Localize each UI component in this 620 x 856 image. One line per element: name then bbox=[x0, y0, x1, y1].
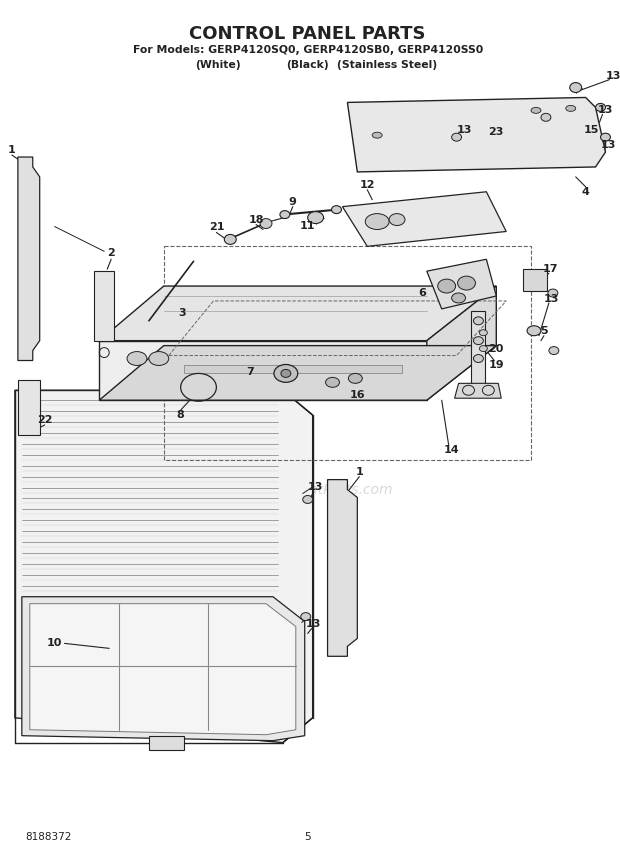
Polygon shape bbox=[367, 122, 588, 141]
Polygon shape bbox=[22, 597, 304, 740]
Text: 13: 13 bbox=[457, 125, 472, 135]
Polygon shape bbox=[427, 259, 496, 309]
Ellipse shape bbox=[224, 235, 236, 244]
Text: 7: 7 bbox=[246, 367, 254, 377]
Bar bbox=[523, 269, 547, 291]
Text: 5: 5 bbox=[540, 326, 547, 336]
Ellipse shape bbox=[479, 346, 487, 352]
Text: 4: 4 bbox=[582, 187, 590, 197]
Polygon shape bbox=[18, 157, 40, 360]
Ellipse shape bbox=[601, 134, 611, 141]
Ellipse shape bbox=[541, 113, 551, 122]
Ellipse shape bbox=[281, 370, 291, 377]
Ellipse shape bbox=[548, 289, 558, 297]
Ellipse shape bbox=[127, 352, 147, 366]
Text: 18: 18 bbox=[249, 215, 264, 224]
Text: 16: 16 bbox=[350, 390, 365, 401]
Text: 20: 20 bbox=[489, 343, 504, 354]
Polygon shape bbox=[30, 603, 296, 734]
Text: 3: 3 bbox=[178, 308, 185, 318]
Text: 13: 13 bbox=[308, 482, 323, 491]
Ellipse shape bbox=[308, 211, 324, 223]
Ellipse shape bbox=[389, 214, 405, 225]
Ellipse shape bbox=[474, 336, 484, 345]
Bar bbox=[18, 380, 40, 435]
Ellipse shape bbox=[365, 214, 389, 229]
Polygon shape bbox=[454, 383, 501, 398]
Text: 17: 17 bbox=[543, 265, 559, 274]
Polygon shape bbox=[427, 286, 496, 401]
Polygon shape bbox=[94, 271, 114, 341]
Polygon shape bbox=[327, 479, 357, 657]
Ellipse shape bbox=[474, 354, 484, 362]
Ellipse shape bbox=[438, 279, 456, 293]
Text: 13: 13 bbox=[601, 140, 616, 150]
Polygon shape bbox=[149, 735, 184, 750]
Ellipse shape bbox=[260, 218, 272, 229]
Text: 14: 14 bbox=[444, 445, 459, 455]
Text: 15: 15 bbox=[584, 125, 600, 135]
Ellipse shape bbox=[332, 205, 342, 214]
Ellipse shape bbox=[527, 326, 541, 336]
Text: 8: 8 bbox=[177, 410, 185, 420]
Text: 22: 22 bbox=[37, 415, 53, 425]
Text: 13: 13 bbox=[306, 619, 321, 628]
Polygon shape bbox=[99, 341, 427, 401]
Polygon shape bbox=[342, 192, 506, 247]
Ellipse shape bbox=[280, 211, 290, 218]
Text: CONTROL PANEL PARTS: CONTROL PANEL PARTS bbox=[190, 25, 426, 43]
Text: 13: 13 bbox=[598, 105, 613, 116]
Text: 2: 2 bbox=[107, 248, 115, 259]
Ellipse shape bbox=[566, 105, 576, 111]
Ellipse shape bbox=[149, 352, 169, 366]
Polygon shape bbox=[347, 98, 606, 172]
Polygon shape bbox=[99, 286, 496, 341]
Ellipse shape bbox=[372, 132, 382, 138]
Text: 5: 5 bbox=[304, 832, 311, 842]
Ellipse shape bbox=[301, 613, 311, 621]
Text: 12: 12 bbox=[360, 180, 375, 190]
Text: 1: 1 bbox=[355, 467, 363, 477]
Text: For Models: GERP4120SQ0, GERP4120SB0, GERP4120SS0: For Models: GERP4120SQ0, GERP4120SB0, GE… bbox=[133, 45, 483, 55]
Ellipse shape bbox=[451, 293, 466, 303]
Text: 1: 1 bbox=[8, 145, 16, 155]
Text: (Stainless Steel): (Stainless Steel) bbox=[337, 60, 437, 69]
Text: 19: 19 bbox=[489, 360, 504, 371]
Ellipse shape bbox=[474, 317, 484, 324]
Polygon shape bbox=[99, 346, 496, 401]
Ellipse shape bbox=[326, 377, 340, 387]
Text: 9: 9 bbox=[289, 197, 297, 206]
Ellipse shape bbox=[274, 365, 298, 383]
Text: eReplacementParts.com: eReplacementParts.com bbox=[223, 483, 392, 496]
Text: 11: 11 bbox=[300, 221, 316, 230]
Ellipse shape bbox=[570, 82, 582, 92]
Ellipse shape bbox=[531, 107, 541, 113]
Ellipse shape bbox=[451, 134, 461, 141]
Text: 23: 23 bbox=[489, 128, 504, 137]
Ellipse shape bbox=[303, 496, 312, 503]
Ellipse shape bbox=[549, 347, 559, 354]
Text: (Black): (Black) bbox=[286, 60, 329, 69]
Bar bbox=[471, 311, 485, 385]
Text: 6: 6 bbox=[418, 288, 426, 298]
Ellipse shape bbox=[479, 330, 487, 336]
Text: 8188372: 8188372 bbox=[25, 832, 71, 842]
Bar bbox=[184, 366, 402, 373]
Text: (White): (White) bbox=[195, 60, 241, 69]
Text: 13: 13 bbox=[606, 71, 620, 80]
Text: 21: 21 bbox=[209, 223, 224, 233]
Text: 13: 13 bbox=[543, 294, 559, 304]
Ellipse shape bbox=[458, 276, 476, 290]
Ellipse shape bbox=[596, 104, 606, 111]
Ellipse shape bbox=[348, 373, 362, 383]
Polygon shape bbox=[15, 390, 312, 743]
Text: 10: 10 bbox=[47, 639, 62, 648]
